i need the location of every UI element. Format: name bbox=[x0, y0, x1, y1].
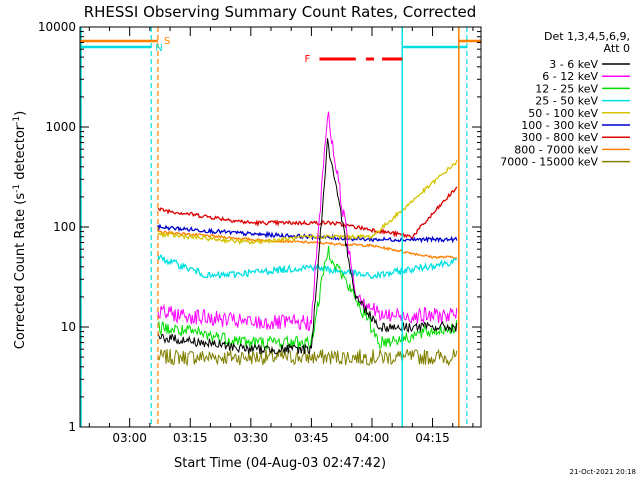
legend-label-2: 12 - 25 keV bbox=[535, 82, 598, 95]
y-tick-label-4: 10000 bbox=[38, 20, 76, 34]
y-axis-label-sup2: -1 bbox=[12, 116, 22, 125]
y-tick-label-1: 10 bbox=[61, 320, 76, 334]
annotation-layer: SN F bbox=[80, 27, 481, 427]
series-line-4 bbox=[157, 159, 458, 246]
y-axis-label-end: ) bbox=[13, 111, 28, 116]
series-line-8 bbox=[157, 348, 458, 367]
y-axis-label: Corrected Count Rate (s-1 detector-1) bbox=[12, 111, 28, 349]
series-line-2 bbox=[157, 245, 458, 350]
legend-header-line2: Att 0 bbox=[604, 42, 630, 55]
y-tick-label-0: 1 bbox=[68, 420, 76, 434]
x-tick-label-3: 03:45 bbox=[294, 431, 329, 445]
x-tick-label-5: 04:15 bbox=[415, 431, 450, 445]
legend-label-7: 800 - 7000 keV bbox=[514, 143, 598, 156]
flare-label: F bbox=[304, 54, 310, 65]
series-line-3 bbox=[157, 253, 458, 279]
x-axis-label: Start Time (04-Aug-03 02:47:42) bbox=[174, 456, 386, 471]
chart-title: RHESSI Observing Summary Count Rates, Co… bbox=[84, 3, 477, 21]
legend-label-0: 3 - 6 keV bbox=[549, 58, 598, 71]
footer-date: 21-Oct-2021 20:18 bbox=[570, 468, 636, 476]
legend-label-3: 25 - 50 keV bbox=[535, 95, 598, 108]
series-line-7 bbox=[157, 229, 458, 260]
y-axis-label-main: Corrected Count Rate (s bbox=[13, 193, 28, 350]
series-line-5 bbox=[157, 223, 458, 244]
series-line-0 bbox=[157, 138, 458, 355]
series-line-1 bbox=[157, 111, 458, 332]
y-tick-label-2: 100 bbox=[53, 220, 76, 234]
x-tick-label-4: 04:00 bbox=[355, 431, 390, 445]
night-label: N bbox=[155, 43, 162, 54]
x-tick-label-1: 03:15 bbox=[173, 431, 208, 445]
x-tick-label-2: 03:30 bbox=[234, 431, 269, 445]
legend-label-6: 300 - 800 keV bbox=[521, 131, 598, 144]
legend-label-8: 7000 - 15000 keV bbox=[500, 156, 598, 169]
series-layer bbox=[157, 111, 458, 367]
y-axis-label-mid: detector bbox=[13, 124, 28, 184]
x-tick-label-0: 03:00 bbox=[112, 431, 147, 445]
y-tick-label-3: 1000 bbox=[45, 120, 76, 134]
axis-layer: 1 10 100 1000 10000 03:00 03:15 03:30 03:45 04:00… bbox=[38, 20, 481, 445]
series-line-6 bbox=[157, 186, 458, 240]
legend-header-line1: Det 1,3,4,5,6,9, bbox=[544, 30, 630, 43]
saa-label: S bbox=[164, 36, 170, 47]
legend-label-4: 50 - 100 keV bbox=[528, 107, 598, 120]
y-axis-label-sup1: -1 bbox=[12, 184, 22, 193]
legend-label-1: 6 - 12 keV bbox=[542, 70, 598, 83]
plot-frame bbox=[79, 26, 482, 428]
legend-label-5: 100 - 300 keV bbox=[521, 119, 598, 132]
